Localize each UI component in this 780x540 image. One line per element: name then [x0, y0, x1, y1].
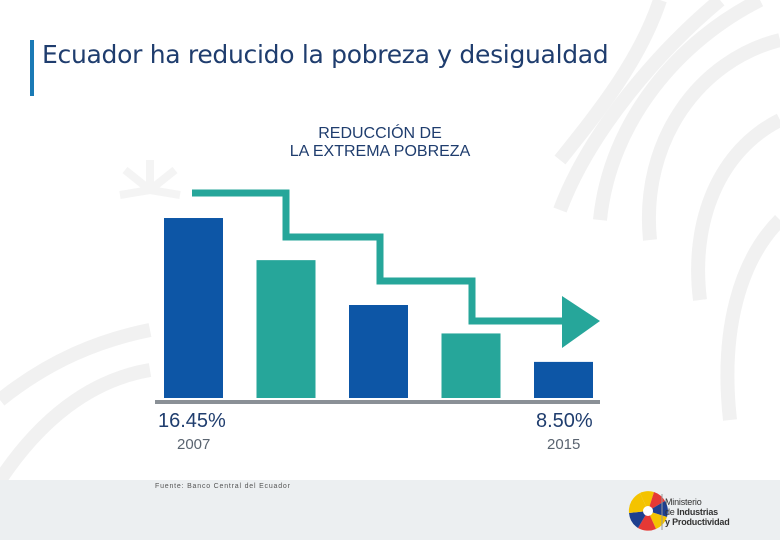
bar-3: [349, 305, 408, 398]
step-arrow-line: [192, 189, 565, 325]
source-note: Fuente: Banco Central del Ecuador: [155, 483, 291, 490]
logo-line-1: Ministerio: [665, 497, 702, 507]
step-arrow: [192, 189, 600, 348]
step-arrow-head: [562, 296, 600, 348]
chart-title-line-1: REDUCCIÓN DE: [318, 125, 442, 142]
chart-title-line-2: LA EXTREMA POBREZA: [289, 143, 471, 160]
bar-1: [164, 218, 223, 398]
last-bar-year-label: 2015: [547, 436, 581, 453]
logo-line-3: y Productividad: [665, 517, 730, 527]
first-bar-year-label: 2007: [177, 436, 211, 453]
ministry-logo-icon: [628, 491, 668, 531]
logo-line-2-bold: Industrias: [676, 507, 718, 517]
bar-2: [256, 260, 316, 398]
title-accent-bar: [30, 40, 34, 96]
ministry-logo-text: Ministerio de Industrias y Productividad: [665, 497, 730, 527]
chart-title: REDUCCIÓN DE LA EXTREMA POBREZA: [230, 125, 530, 161]
page-title: Ecuador ha reducido la pobreza y desigua…: [42, 40, 609, 69]
logo-line-2: de Industrias: [665, 507, 730, 517]
logo-line-2-prefix: de: [665, 507, 677, 517]
bar-5: [534, 361, 593, 398]
first-bar-value-label: 16.45%: [158, 410, 226, 432]
bar-4: [441, 333, 501, 398]
last-bar-value-label: 8.50%: [536, 410, 593, 432]
